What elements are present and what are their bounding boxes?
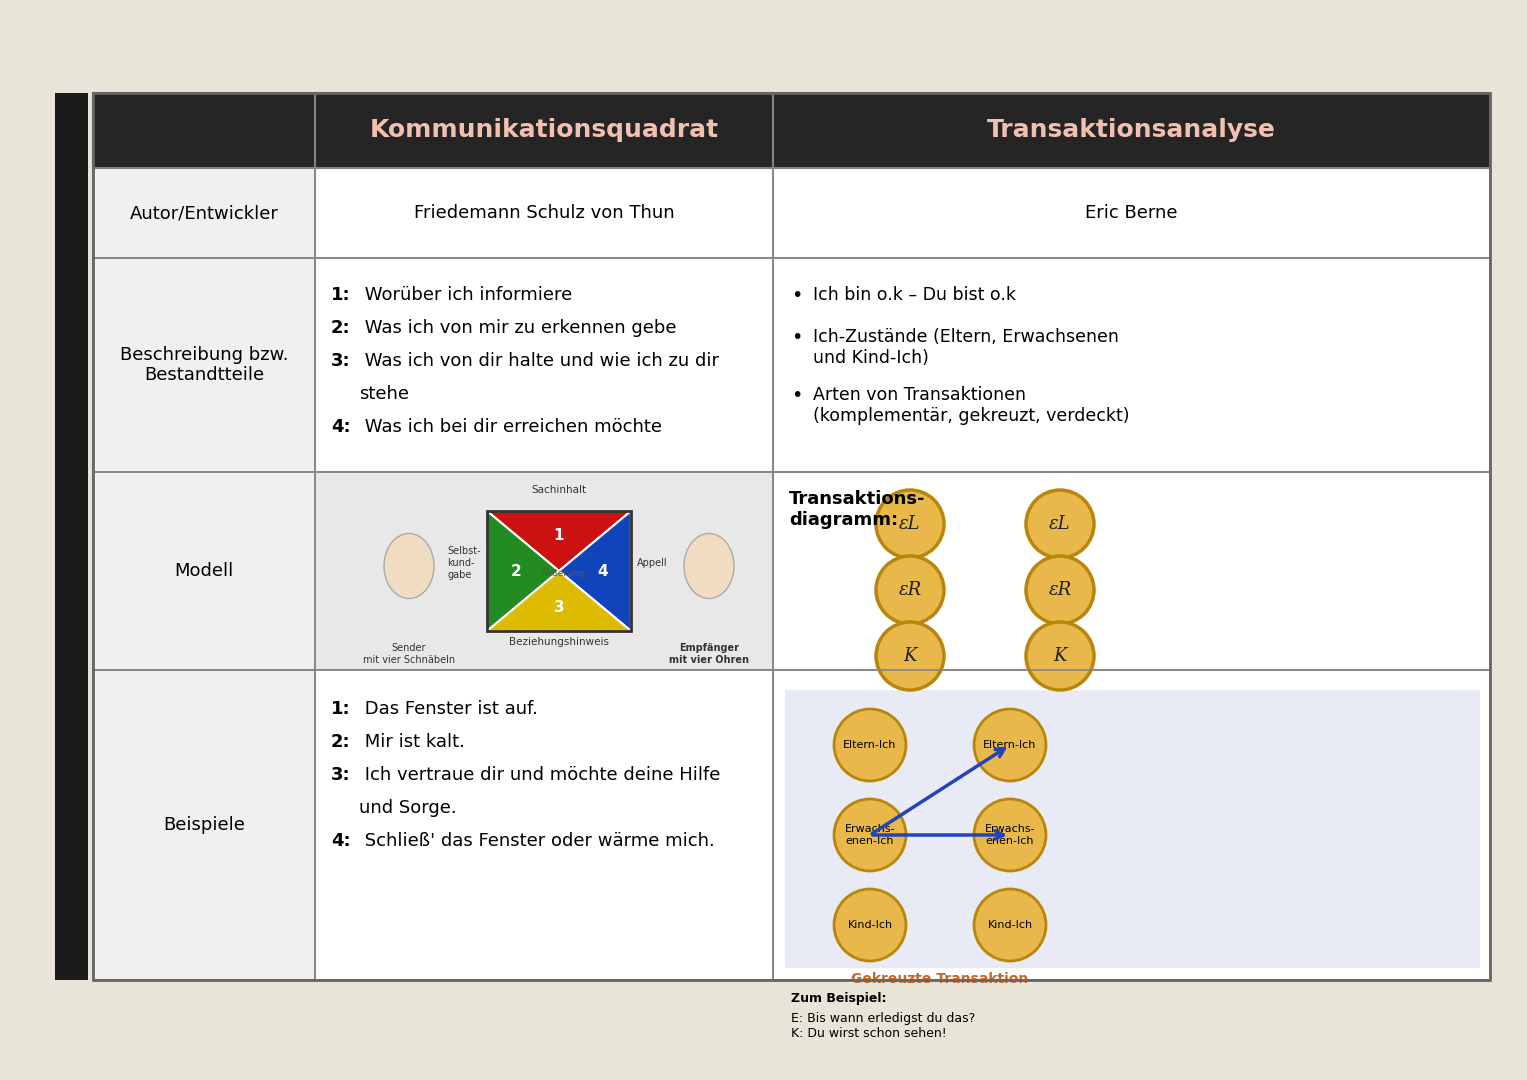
Circle shape — [834, 708, 906, 781]
Text: Kind-Ich: Kind-Ich — [847, 920, 893, 930]
Text: stehe: stehe — [359, 384, 409, 403]
Text: Friedemann Schulz von Thun: Friedemann Schulz von Thun — [414, 204, 675, 222]
Text: •: • — [791, 286, 802, 305]
Text: εR: εR — [1049, 581, 1072, 599]
Text: 3:: 3: — [331, 352, 351, 370]
Bar — [785, 690, 1480, 968]
Text: Äußerung: Äußerung — [541, 568, 585, 578]
Text: Was ich von mir zu erkennen gebe: Was ich von mir zu erkennen gebe — [359, 319, 676, 337]
Text: 4:: 4: — [331, 418, 351, 436]
Polygon shape — [559, 511, 631, 631]
Text: Schließ' das Fenster oder wärme mich.: Schließ' das Fenster oder wärme mich. — [359, 832, 715, 850]
Circle shape — [974, 889, 1046, 961]
Text: Autor/Entwickler: Autor/Entwickler — [130, 204, 278, 222]
Bar — [93, 472, 315, 670]
Text: K: K — [904, 647, 916, 665]
Text: 1: 1 — [554, 527, 565, 542]
Bar — [93, 93, 315, 168]
Text: Kind-Ich: Kind-Ich — [988, 920, 1032, 930]
Circle shape — [974, 799, 1046, 870]
Polygon shape — [487, 511, 559, 631]
Text: Zum Beispiel:: Zum Beispiel: — [791, 993, 887, 1005]
Bar — [773, 472, 1490, 670]
Text: E: Bis wann erledigst du das?
K: Du wirst schon sehen!: E: Bis wann erledigst du das? K: Du wirs… — [791, 1012, 976, 1040]
Text: Gekreuzte Transaktion: Gekreuzte Transaktion — [852, 972, 1029, 986]
Polygon shape — [487, 511, 631, 571]
Bar — [773, 258, 1490, 472]
Text: 2:: 2: — [331, 733, 351, 751]
Text: Erwachs-
enen-Ich: Erwachs- enen-Ich — [844, 824, 895, 846]
Text: 2:: 2: — [331, 319, 351, 337]
Text: εL: εL — [1049, 515, 1070, 534]
Bar — [93, 93, 1490, 980]
Bar — [93, 168, 315, 258]
Bar — [487, 511, 631, 631]
Bar — [55, 93, 89, 980]
Text: Beschreibung bzw.
Bestandtteile: Beschreibung bzw. Bestandtteile — [119, 346, 289, 384]
Bar — [93, 258, 315, 472]
Bar — [93, 670, 315, 980]
Circle shape — [876, 556, 944, 624]
Circle shape — [834, 799, 906, 870]
Text: Kommunikationsquadrat: Kommunikationsquadrat — [370, 119, 719, 143]
Bar — [315, 93, 773, 168]
Text: Appell: Appell — [637, 558, 667, 568]
Text: 2: 2 — [510, 564, 521, 579]
Text: εL: εL — [899, 515, 921, 534]
Text: Empfänger
mit vier Ohren: Empfänger mit vier Ohren — [669, 643, 750, 664]
Text: •: • — [791, 386, 802, 405]
Circle shape — [876, 490, 944, 558]
Ellipse shape — [684, 534, 734, 598]
Ellipse shape — [383, 534, 434, 598]
Circle shape — [876, 622, 944, 690]
Text: 3:: 3: — [331, 766, 351, 784]
Text: Sender
mit vier Schnäbeln: Sender mit vier Schnäbeln — [363, 643, 455, 664]
Polygon shape — [487, 571, 631, 631]
Text: εR: εR — [898, 581, 922, 599]
Text: K: K — [1054, 647, 1067, 665]
Text: Was ich von dir halte und wie ich zu dir: Was ich von dir halte und wie ich zu dir — [359, 352, 719, 370]
Text: Modell: Modell — [174, 562, 234, 580]
Circle shape — [1026, 622, 1093, 690]
Bar — [773, 93, 1490, 168]
Bar — [315, 472, 773, 670]
Text: Transaktions-
diagramm:: Transaktions- diagramm: — [789, 490, 925, 529]
Text: Beziehungshinweis: Beziehungshinweis — [508, 637, 609, 647]
Text: 1:: 1: — [331, 286, 351, 303]
Text: Worüber ich informiere: Worüber ich informiere — [359, 286, 573, 303]
Circle shape — [974, 708, 1046, 781]
Circle shape — [1026, 556, 1093, 624]
Text: Eric Berne: Eric Berne — [1086, 204, 1177, 222]
Text: Eltern-Ich: Eltern-Ich — [983, 740, 1037, 750]
Text: Ich vertraue dir und möchte deine Hilfe: Ich vertraue dir und möchte deine Hilfe — [359, 766, 721, 784]
Bar — [773, 670, 1490, 980]
Text: Ich-Zustände (Eltern, Erwachsenen
und Kind-Ich): Ich-Zustände (Eltern, Erwachsenen und Ki… — [812, 328, 1119, 367]
Bar — [315, 258, 773, 472]
Bar — [315, 670, 773, 980]
Text: Sachinhalt: Sachinhalt — [531, 485, 586, 495]
Text: Eltern-Ich: Eltern-Ich — [843, 740, 896, 750]
Text: Mir ist kalt.: Mir ist kalt. — [359, 733, 464, 751]
Text: 4: 4 — [597, 564, 608, 579]
Text: Erwachs-
enen-Ich: Erwachs- enen-Ich — [985, 824, 1035, 846]
Text: und Sorge.: und Sorge. — [359, 799, 457, 816]
Text: 4:: 4: — [331, 832, 351, 850]
Circle shape — [1026, 490, 1093, 558]
Text: •: • — [791, 328, 802, 347]
Text: 1:: 1: — [331, 700, 351, 718]
Text: 3: 3 — [554, 599, 565, 615]
Text: Ich bin o.k – Du bist o.k: Ich bin o.k – Du bist o.k — [812, 286, 1015, 303]
Text: Was ich bei dir erreichen möchte: Was ich bei dir erreichen möchte — [359, 418, 663, 436]
Circle shape — [834, 889, 906, 961]
Text: Selbst-
kund-
gabe: Selbst- kund- gabe — [447, 546, 481, 580]
Bar — [773, 168, 1490, 258]
Text: Arten von Transaktionen
(komplementär, gekreuzt, verdeckt): Arten von Transaktionen (komplementär, g… — [812, 386, 1130, 424]
Text: Das Fenster ist auf.: Das Fenster ist auf. — [359, 700, 538, 718]
Text: Transaktionsanalyse: Transaktionsanalyse — [986, 119, 1277, 143]
Text: Beispiele: Beispiele — [163, 816, 244, 834]
Bar — [315, 168, 773, 258]
